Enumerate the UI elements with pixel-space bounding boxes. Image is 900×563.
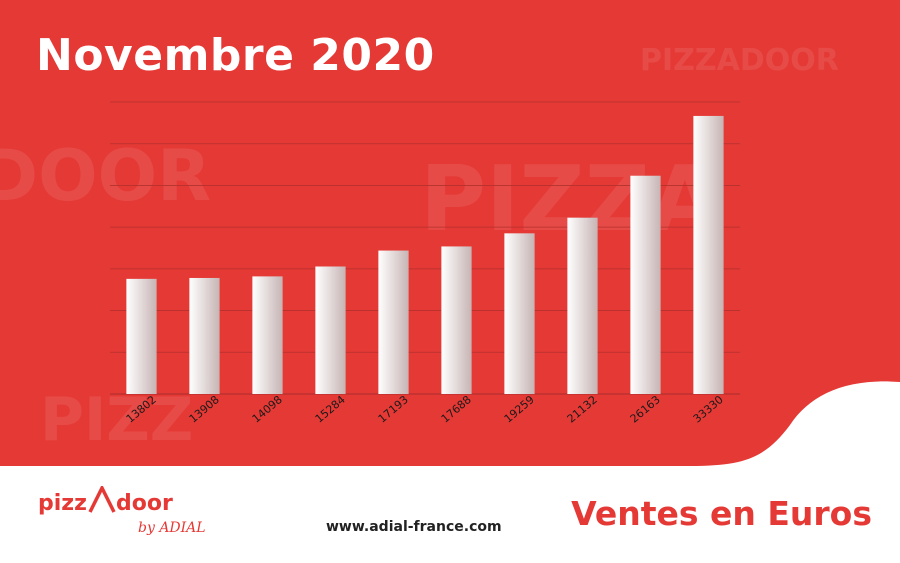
website-link[interactable]: www.adial-france.com [326,519,502,535]
svg-text:PIZZ: PIZZ [40,385,193,455]
svg-text:DOOR: DOOR [0,135,211,217]
svg-text:pizz: pizz [38,491,87,516]
bar [378,250,409,394]
watermark: DOOR PIZZA PIZZ PIZZADOOR [0,43,839,455]
page-title: Novembre 2020 [36,30,435,81]
bar [252,276,283,394]
bar [441,246,472,394]
bar [189,277,220,394]
svg-text:by ADIAL: by ADIAL [138,520,206,536]
bar [693,115,724,395]
bar [126,278,157,394]
bar [630,175,661,394]
pizzadoor-logo: pizz door by ADIAL [38,486,206,536]
chart-subtitle: Ventes en Euros [571,494,872,533]
bar [315,266,346,394]
svg-text:PIZZADOOR: PIZZADOOR [640,43,839,78]
svg-text:door: door [116,491,173,516]
background-panel [0,0,900,466]
bar [504,233,535,394]
chart-bars [126,115,724,395]
bar [567,217,598,394]
